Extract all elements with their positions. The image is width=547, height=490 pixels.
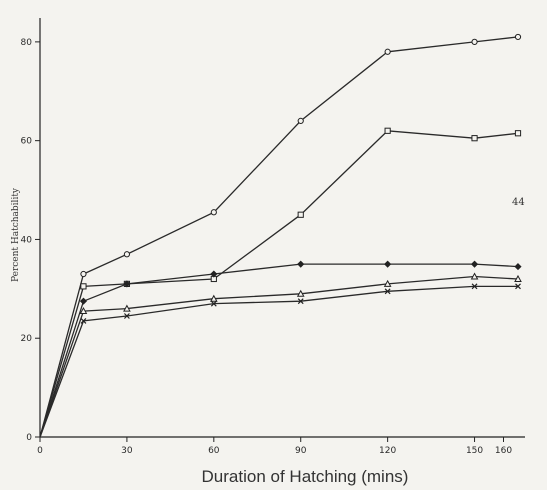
data-point: [384, 288, 391, 295]
series-line: [39, 263, 519, 438]
x-tick-label: 60: [208, 446, 220, 456]
data-point: [79, 297, 88, 305]
x-tick-label: 90: [295, 446, 307, 456]
data-point: [515, 283, 521, 290]
series-4: [39, 272, 522, 438]
data-point: [123, 313, 130, 319]
data-point: [123, 304, 131, 312]
data-point: [80, 270, 87, 278]
data-point: [210, 300, 217, 307]
y-tick-label: 60: [21, 137, 33, 147]
series-group: [39, 33, 522, 438]
y-tick-label: 80: [21, 38, 33, 48]
x-tick-label: 150: [466, 446, 483, 456]
data-point: [80, 283, 87, 290]
data-point: [470, 260, 479, 268]
x-tick-label: 30: [121, 446, 133, 456]
series-line: [39, 275, 519, 438]
series-5: [39, 283, 521, 438]
x-axis-title: Duration of Hatching (mins): [202, 467, 409, 486]
series-1: [39, 33, 522, 438]
data-point: [514, 274, 522, 282]
data-point: [80, 318, 87, 324]
series-line: [39, 36, 519, 438]
y-axis-title: Percent Hatchability: [11, 187, 21, 282]
x-tick-label: 120: [379, 446, 396, 456]
data-point: [471, 283, 478, 290]
data-point: [384, 260, 392, 268]
data-point: [383, 279, 392, 287]
x-tick-label: 160: [495, 446, 512, 456]
data-point: [210, 270, 218, 278]
data-point: [297, 117, 304, 125]
data-point: [79, 307, 88, 315]
data-point: [471, 135, 478, 142]
data-point: [384, 48, 391, 55]
data-point: [471, 38, 478, 45]
data-point: [514, 33, 522, 41]
data-point: [514, 130, 522, 137]
series-2: [39, 127, 522, 438]
tick-group: 0 20 40 60 80 0 30 60 90 120 150 160: [21, 38, 513, 456]
x-tick-label: 0: [37, 446, 43, 456]
data-point: [470, 272, 479, 280]
data-point: [297, 211, 304, 218]
series-line: [39, 130, 519, 438]
data-point: [209, 294, 218, 302]
series-line: [39, 285, 518, 438]
y-tick-label: 20: [21, 334, 33, 344]
data-point: [296, 289, 305, 297]
handwritten-annotation: 44: [512, 197, 525, 208]
data-point: [123, 251, 131, 258]
data-point: [210, 209, 217, 216]
data-point: [514, 263, 522, 271]
y-tick-label: 40: [21, 235, 33, 245]
axes: [39, 18, 525, 438]
data-point: [384, 127, 391, 134]
data-point: [297, 298, 304, 305]
series-3: [39, 260, 522, 438]
data-point: [123, 280, 131, 288]
data-point: [297, 260, 305, 268]
y-tick-label: 0: [26, 433, 32, 443]
